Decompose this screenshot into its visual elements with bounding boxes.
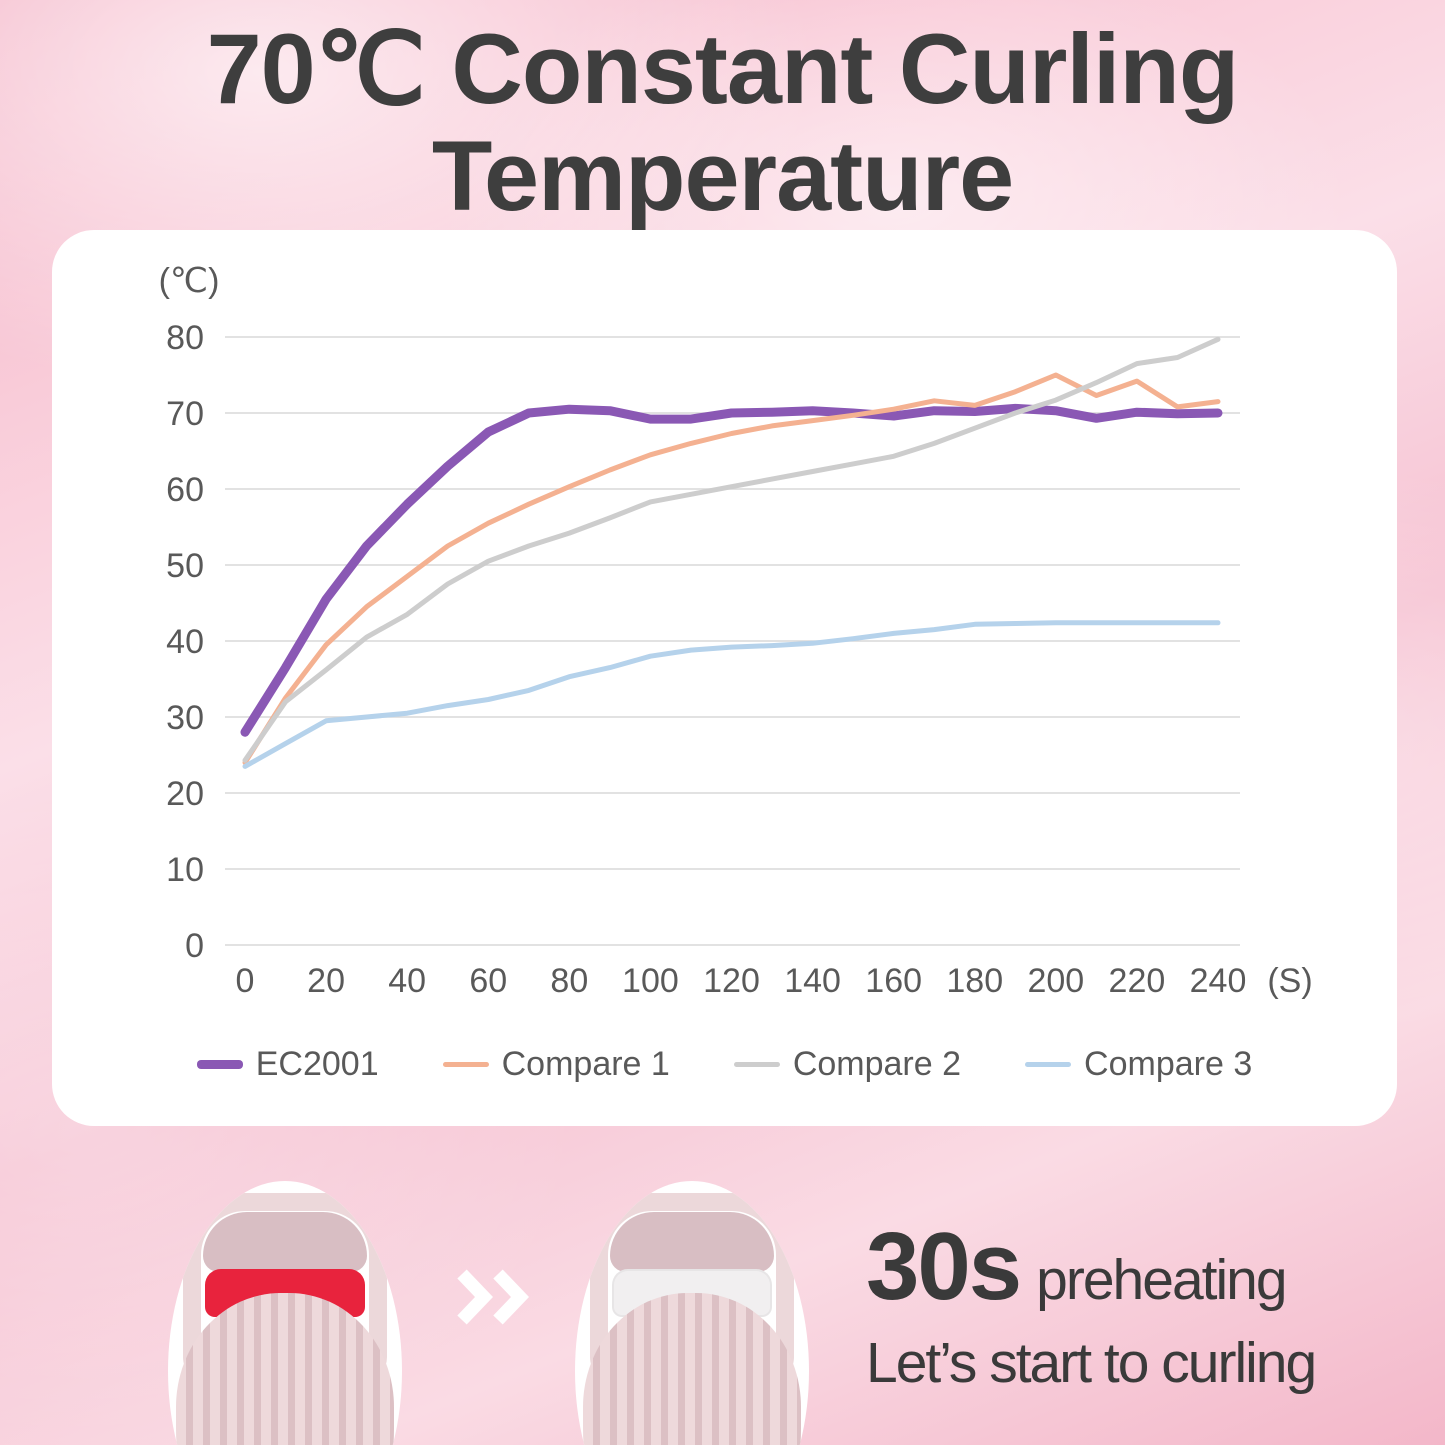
x-tick-label: 220 bbox=[1109, 962, 1166, 1000]
series-line-compare-3 bbox=[242, 620, 1221, 769]
legend-swatch-icon bbox=[1025, 1062, 1072, 1067]
y-tick-label: 60 bbox=[166, 471, 204, 509]
legend-swatch-icon bbox=[196, 1060, 243, 1069]
page-title-line1: 70℃ Constant Curling bbox=[206, 13, 1240, 124]
x-tick-label: 100 bbox=[622, 962, 679, 1000]
y-tick-label: 0 bbox=[185, 927, 204, 965]
x-tick-label: 160 bbox=[865, 962, 922, 1000]
x-tick-label: 200 bbox=[1027, 962, 1084, 1000]
x-tick-label: 240 bbox=[1190, 962, 1247, 1000]
legend-item: Compare 3 bbox=[1025, 1045, 1252, 1084]
x-tick-label: 120 bbox=[703, 962, 760, 1000]
x-tick-label: 40 bbox=[388, 962, 426, 1000]
legend-swatch-icon bbox=[733, 1062, 780, 1067]
footer-text: 30s preheating Let’s start to curling bbox=[866, 1212, 1426, 1396]
double-chevron-right-icon bbox=[457, 1269, 529, 1325]
x-tick-label: 20 bbox=[307, 962, 345, 1000]
legend-label: Compare 3 bbox=[1084, 1045, 1253, 1083]
chart-legend: EC2001 Compare 1 Compare 2 Compare 3 bbox=[52, 1045, 1397, 1084]
legend-swatch-icon bbox=[442, 1062, 489, 1067]
product-photo-preheating bbox=[168, 1181, 402, 1445]
y-tick-label: 50 bbox=[166, 547, 204, 585]
legend-item: Compare 1 bbox=[442, 1045, 670, 1084]
temperature-chart: 0 10 20 30 40 50 60 70 80 0 20 40 60 80 100 120 140 160 18… bbox=[159, 262, 1313, 1000]
legend-item: EC2001 bbox=[196, 1045, 379, 1084]
y-tick-label: 10 bbox=[166, 851, 204, 889]
product-photo-ready bbox=[575, 1181, 809, 1445]
x-tick-label: 180 bbox=[946, 962, 1003, 1000]
x-tick-label: 140 bbox=[784, 962, 841, 1000]
x-axis-unit: (S) bbox=[1267, 962, 1312, 1000]
series-line-compare-2 bbox=[242, 336, 1221, 763]
y-tick-label: 20 bbox=[166, 775, 204, 813]
series-line-ec2001 bbox=[240, 403, 1223, 737]
preheat-label: preheating bbox=[1036, 1248, 1287, 1312]
y-tick-label: 80 bbox=[166, 319, 204, 357]
x-tick-label: 80 bbox=[550, 962, 588, 1000]
legend-label: Compare 2 bbox=[792, 1045, 962, 1083]
series-line-compare-1 bbox=[242, 372, 1221, 766]
y-tick-label: 40 bbox=[166, 623, 204, 661]
legend-label: Compare 1 bbox=[501, 1045, 670, 1083]
footer-subline: Let’s start to curling bbox=[866, 1331, 1317, 1395]
preheat-time: 30s bbox=[866, 1213, 1022, 1320]
y-tick-label: 70 bbox=[166, 395, 204, 433]
x-tick-label: 0 bbox=[236, 962, 255, 1000]
x-tick-label: 60 bbox=[469, 962, 507, 1000]
legend-label: EC2001 bbox=[255, 1045, 379, 1083]
chart-card: 0 10 20 30 40 50 60 70 80 0 20 40 60 80 100 120 140 160 18… bbox=[52, 230, 1397, 1126]
y-axis-unit: (℃) bbox=[159, 262, 220, 300]
page-title: 70℃ Constant Curling Temperature bbox=[0, 13, 1445, 231]
footer-headline: 30s preheating bbox=[866, 1212, 1426, 1322]
y-tick-label: 30 bbox=[166, 699, 204, 737]
page-title-line2: Temperature bbox=[431, 119, 1014, 231]
legend-item: Compare 2 bbox=[733, 1045, 962, 1084]
